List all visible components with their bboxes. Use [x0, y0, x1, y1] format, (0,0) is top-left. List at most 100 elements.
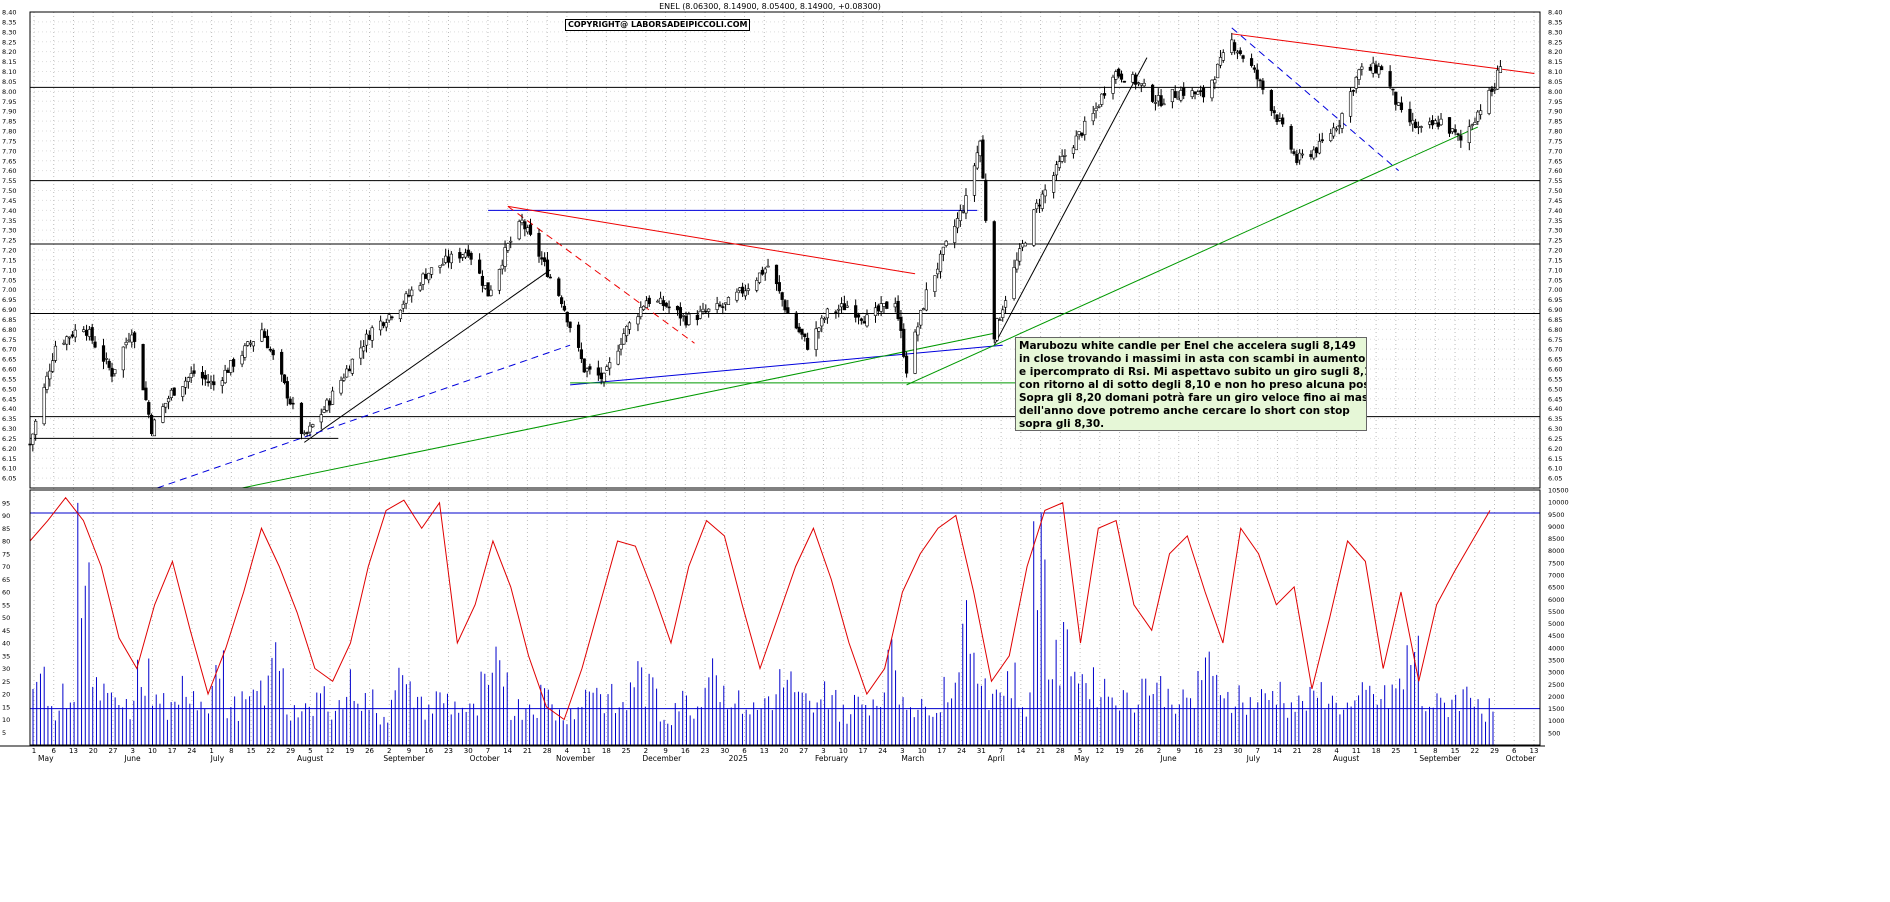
candle-body: [1003, 300, 1008, 308]
candle-body: [149, 414, 154, 434]
candle-body: [667, 306, 671, 309]
x-tick-label: 14: [1016, 747, 1025, 755]
y-tick-label-left: 6.10: [2, 465, 16, 473]
candle-body: [1230, 39, 1234, 53]
candle-body: [1252, 67, 1257, 70]
candle-body: [489, 289, 493, 296]
candle-body: [1272, 110, 1276, 114]
candle-body: [820, 317, 824, 327]
candle-body: [1193, 91, 1197, 95]
candle-body: [48, 370, 52, 380]
candle-body: [243, 345, 247, 358]
candle-body: [147, 402, 151, 415]
x-tick-label: 25: [1391, 747, 1400, 755]
candle-body: [1210, 79, 1214, 99]
candle-body: [1394, 91, 1398, 105]
y-tick-label-right: 7.65: [1548, 157, 1562, 165]
trendline: [304, 269, 551, 443]
candle-body: [975, 152, 979, 169]
candle-body: [1317, 141, 1322, 154]
volume-tick-label: 3500: [1548, 657, 1565, 665]
y-tick-label-right: 6.25: [1548, 435, 1562, 443]
volume-tick-label: 5500: [1548, 608, 1565, 616]
candle-body: [1151, 84, 1155, 102]
candle-body: [364, 333, 369, 346]
candle-body: [936, 268, 940, 275]
candle-body: [1399, 102, 1404, 110]
candle-body: [181, 386, 185, 397]
candle-body: [1057, 161, 1061, 168]
candle-body: [1476, 111, 1480, 122]
candle-body: [1459, 135, 1463, 141]
candle-body: [1074, 135, 1078, 151]
candle-body: [726, 297, 731, 305]
candle-body: [1040, 193, 1044, 209]
candle-body: [1083, 120, 1087, 135]
x-tick-label: 2: [387, 747, 391, 755]
x-tick-label: 21: [1036, 747, 1045, 755]
x-tick-label: 1: [32, 747, 36, 755]
candle-body: [596, 367, 600, 376]
candle-body: [407, 295, 411, 297]
rsi-tick-label: 35: [2, 652, 10, 660]
month-label: July: [1246, 754, 1261, 763]
candle-body: [497, 269, 502, 291]
y-tick-label-right: 6.90: [1548, 306, 1562, 314]
candle-body: [192, 370, 196, 374]
trendline: [906, 126, 1478, 386]
y-tick-label-right: 6.75: [1548, 336, 1562, 344]
month-label: July: [210, 754, 225, 763]
candle-body: [576, 324, 581, 348]
candle-body: [384, 322, 388, 328]
x-tick-label: 13: [69, 747, 78, 755]
y-tick-label-right: 7.85: [1548, 118, 1562, 126]
y-tick-label-left: 8.10: [2, 68, 16, 76]
month-label: June: [1159, 754, 1177, 763]
rsi-line: [29, 496, 1540, 721]
y-tick-label-right: 7.40: [1548, 207, 1562, 215]
candle-body: [1238, 50, 1242, 55]
x-tick-label: 26: [1135, 747, 1144, 755]
volume-tick-label: 3000: [1548, 669, 1565, 677]
trendline: [570, 344, 1003, 386]
y-tick-label-left: 7.35: [2, 217, 16, 225]
candle-body: [101, 345, 106, 362]
candle-body: [1037, 204, 1042, 207]
x-tick-label: 11: [582, 747, 591, 755]
y-tick-label-left: 6.95: [2, 296, 16, 304]
candle-body: [1340, 113, 1344, 129]
candle-body: [568, 321, 572, 328]
candle-body: [859, 318, 863, 321]
y-tick-label-right: 6.15: [1548, 455, 1562, 463]
candle-body: [263, 331, 267, 338]
candle-body: [602, 372, 606, 382]
candle-body: [31, 433, 35, 445]
x-tick-label: 21: [523, 747, 532, 755]
candle-body: [1235, 51, 1240, 54]
candle-body: [639, 307, 643, 317]
candle-body: [104, 358, 108, 360]
volume-tick-label: 10500: [1548, 487, 1569, 495]
candle-body: [1035, 202, 1039, 210]
x-tick-label: 2: [644, 747, 648, 755]
candle-body: [379, 320, 383, 331]
candle-body: [938, 253, 943, 272]
candle-body: [543, 257, 547, 262]
y-tick-label-left: 6.25: [2, 435, 16, 443]
candle-body: [362, 346, 366, 352]
candle-body: [896, 300, 900, 320]
y-tick-label-left: 8.05: [2, 78, 16, 86]
candle-body: [1159, 95, 1163, 106]
trendline: [157, 344, 571, 489]
x-tick-label: 9: [663, 747, 667, 755]
candle-body: [189, 373, 193, 378]
candle-body: [763, 268, 767, 274]
candle-body: [862, 321, 866, 324]
candle-body: [1495, 69, 1500, 90]
x-tick-label: 2: [1157, 747, 1161, 755]
x-tick-label: 30: [720, 747, 729, 755]
candle-body: [721, 306, 725, 308]
rsi-tick-label: 65: [2, 576, 10, 584]
candle-body: [998, 319, 1002, 322]
y-tick-label-left: 8.30: [2, 28, 16, 36]
